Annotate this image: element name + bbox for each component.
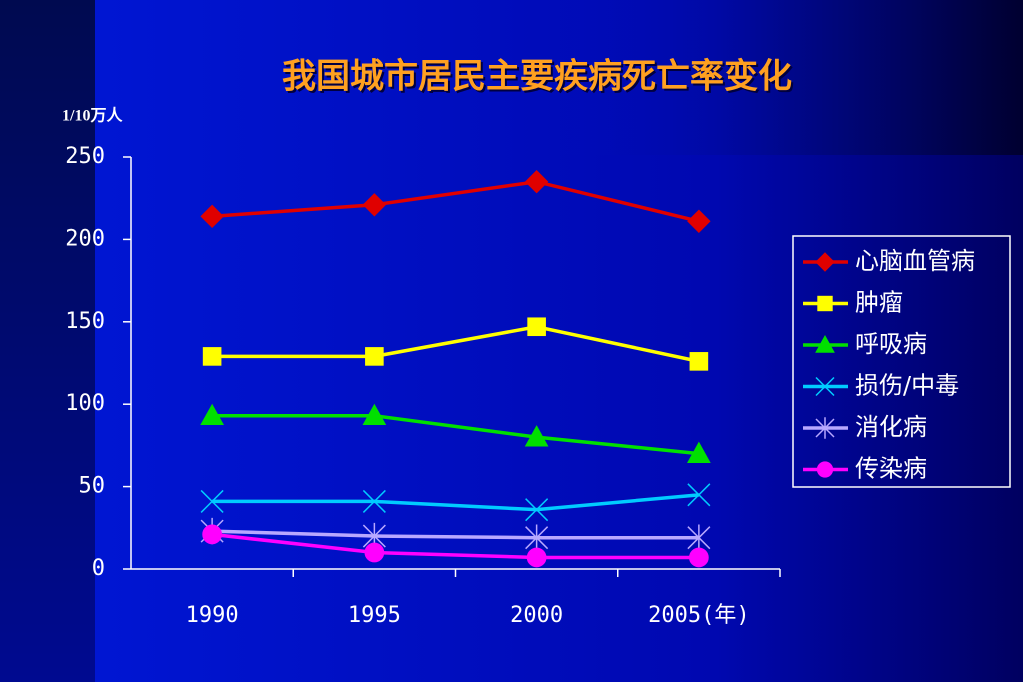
- point: [689, 352, 709, 371]
- series-line: [212, 493, 700, 512]
- legend-label: 肿瘤: [855, 289, 903, 317]
- point: [687, 483, 711, 507]
- side-strip: [0, 0, 95, 682]
- series-line: [211, 532, 699, 560]
- point: [362, 403, 387, 426]
- point: [362, 193, 387, 217]
- y-tick-label: 100: [65, 391, 105, 416]
- legend-label: 心脑血管病: [855, 247, 975, 275]
- legend-label: 损伤/中毒: [855, 372, 959, 400]
- point: [202, 524, 222, 545]
- x-tick-label: 1990: [186, 603, 239, 628]
- y-tick-label: 250: [65, 144, 105, 169]
- point: [687, 524, 711, 551]
- point: [527, 317, 546, 337]
- x-tick-label: 1995: [348, 603, 401, 628]
- y-tick-label: 0: [92, 556, 105, 581]
- chart-title: 我国城市居民主要疾病死亡率变化: [282, 57, 792, 97]
- x-tick-label: 2005(年): [648, 603, 749, 628]
- point: [526, 547, 547, 568]
- legend-marker: [815, 252, 835, 272]
- y-tick-label: 150: [65, 309, 105, 334]
- legend-box: [792, 235, 1011, 488]
- point: [200, 403, 224, 426]
- legend-label: 呼吸病: [855, 330, 927, 358]
- point: [524, 170, 549, 194]
- point: [687, 441, 711, 463]
- point: [524, 425, 549, 447]
- series-line: [212, 179, 700, 223]
- point: [200, 204, 224, 229]
- legend-label: 消化病: [855, 413, 927, 441]
- legend-label: 传染病: [855, 455, 927, 483]
- series-line: [212, 324, 700, 364]
- legend-marker: [816, 461, 834, 478]
- legend-marker: [815, 376, 835, 397]
- legend-marker: [815, 334, 835, 353]
- y-tick-label: 200: [65, 226, 105, 251]
- y-axis-label: 1/10万人: [62, 107, 123, 125]
- point: [687, 209, 711, 233]
- point: [525, 498, 549, 522]
- series-line: [212, 413, 700, 456]
- point: [689, 547, 709, 568]
- legend-marker: [815, 417, 835, 439]
- corner-shade: [560, 0, 1023, 155]
- y-tick-label: 50: [79, 474, 106, 499]
- point: [202, 347, 222, 366]
- point: [365, 347, 384, 366]
- legend-marker: [817, 295, 833, 312]
- point: [362, 489, 386, 513]
- point: [200, 489, 224, 513]
- series-line: [212, 529, 699, 540]
- point: [525, 524, 549, 551]
- point: [364, 542, 385, 563]
- x-tick-label: 2000: [510, 603, 563, 628]
